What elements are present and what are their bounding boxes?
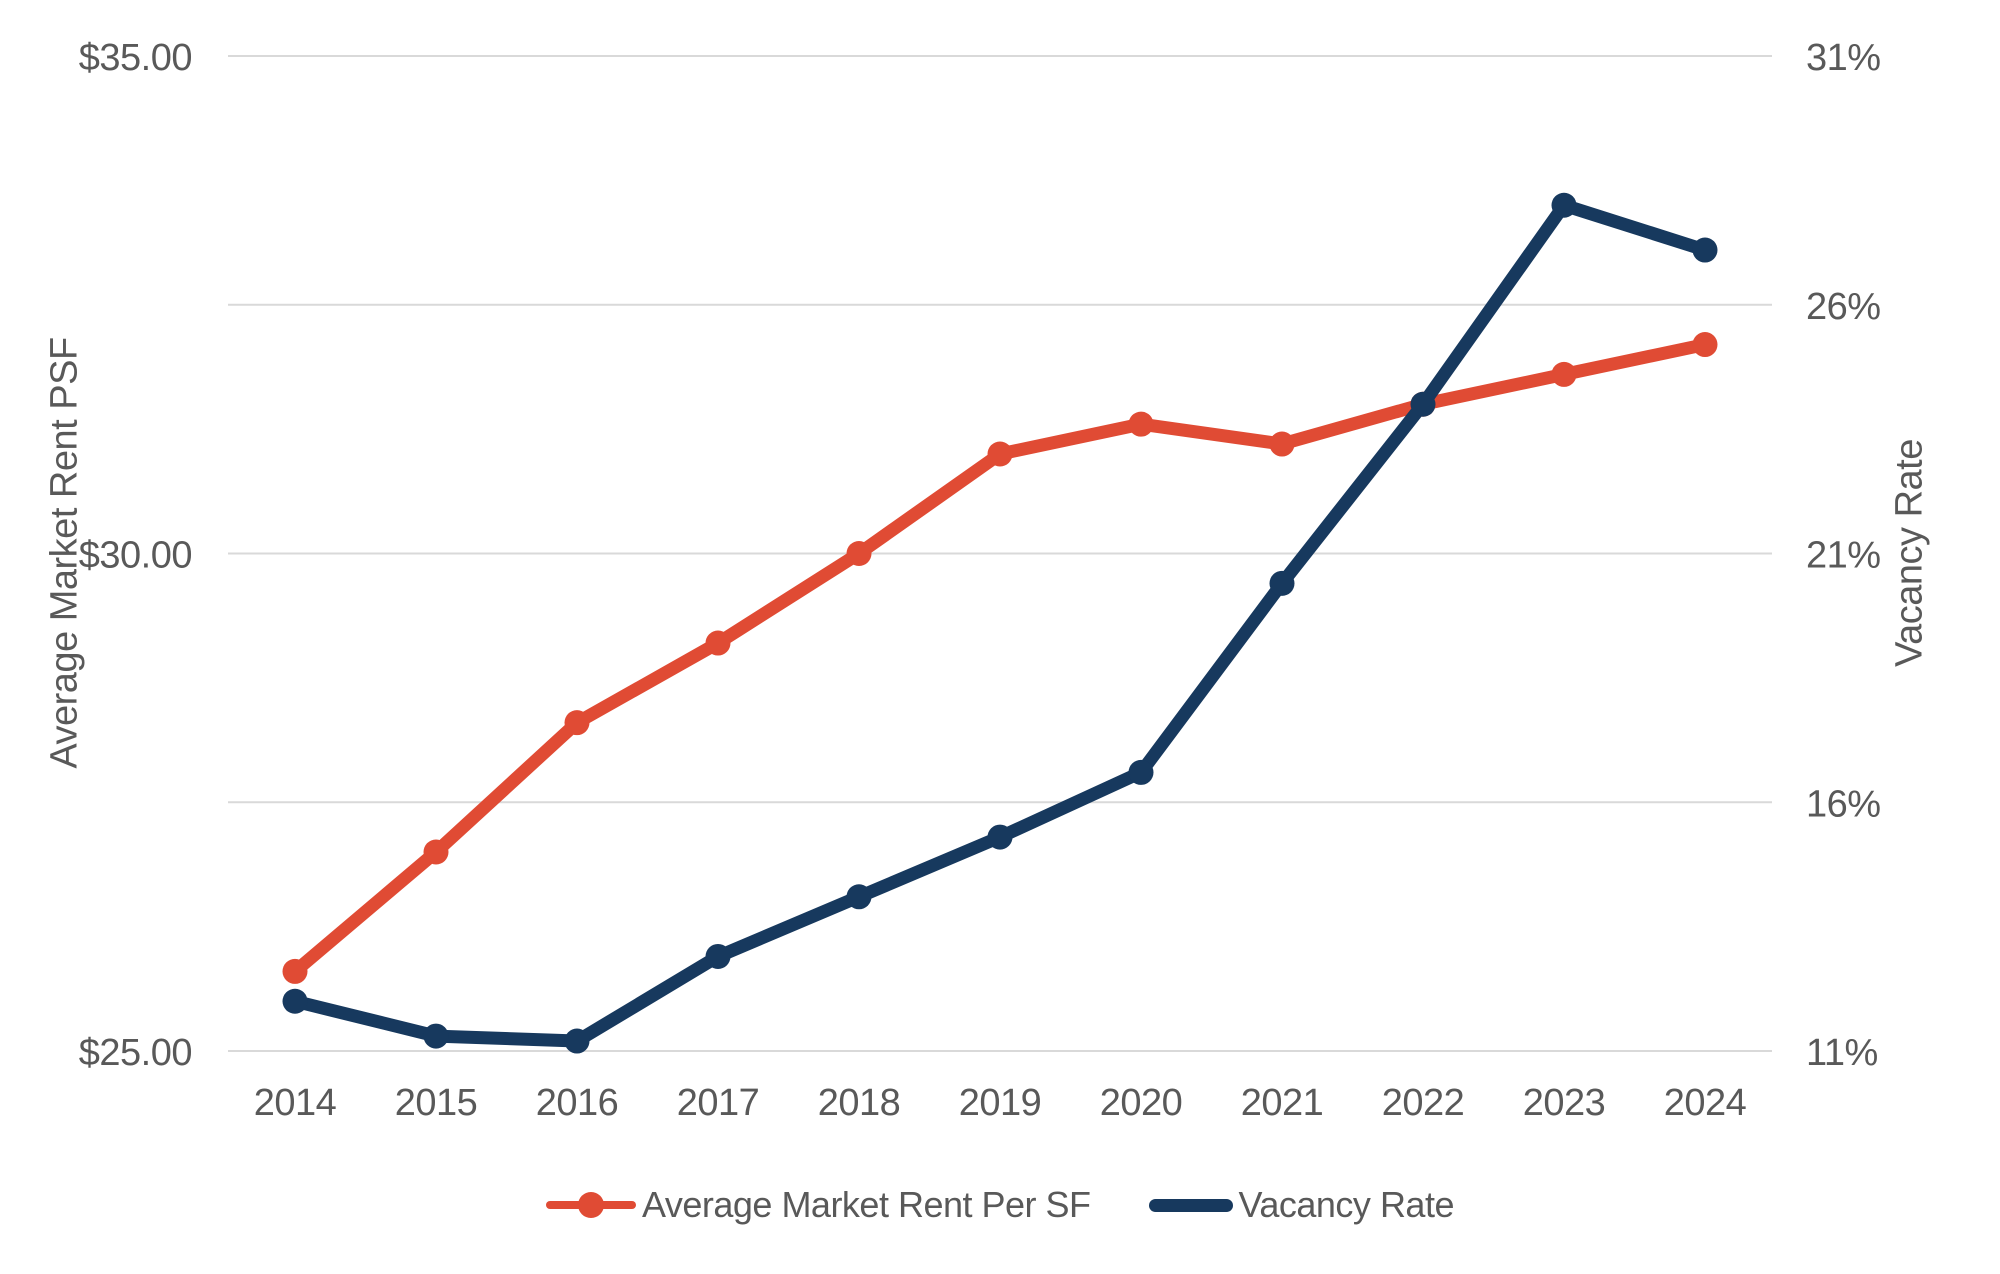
left-axis-tick-label: $35.00	[79, 37, 192, 79]
legend: Average Market Rent Per SF Vacancy Rate	[0, 1184, 2000, 1226]
rent-series-marker	[282, 958, 308, 984]
x-axis-tick-label: 2020	[1100, 1082, 1183, 1124]
right-axis-tick-label: 11%	[1806, 1032, 1878, 1074]
legend-label-rent: Average Market Rent Per SF	[642, 1184, 1091, 1225]
x-axis-tick-label: 2017	[677, 1082, 760, 1124]
legend-item-vacancy: Vacancy Rate	[1148, 1184, 1455, 1226]
x-axis-tick-label: 2024	[1664, 1082, 1747, 1124]
rent-series-legend-dot-icon	[578, 1192, 604, 1218]
rent-series-marker	[1269, 431, 1295, 457]
legend-item-rent: Average Market Rent Per SF	[546, 1184, 1091, 1226]
right-axis-tick-label: 21%	[1806, 535, 1881, 577]
rent-series-marker	[564, 710, 590, 736]
vacancy-series-marker	[1551, 192, 1577, 218]
x-axis-tick-label: 2016	[536, 1082, 619, 1124]
x-axis-tick-label: 2023	[1523, 1082, 1606, 1124]
left-axis-tick-label: $25.00	[79, 1032, 192, 1074]
vacancy-series-marker	[705, 943, 731, 969]
rent-series-marker	[423, 839, 449, 865]
right-axis-tick-label: 26%	[1806, 286, 1881, 328]
rent-series-marker	[846, 541, 872, 566]
vacancy-series-marker	[1410, 391, 1436, 417]
right-axis-tick-label: 16%	[1806, 783, 1881, 825]
left-axis-title: Average Market Rent PSF	[43, 337, 86, 769]
rent-series-legend-marker-icon	[546, 1192, 636, 1218]
vacancy-series-marker	[1128, 759, 1154, 785]
rent-series-marker	[705, 630, 731, 656]
legend-label-vacancy: Vacancy Rate	[1238, 1184, 1455, 1225]
x-axis-tick-label: 2018	[818, 1082, 901, 1124]
right-axis-title: Vacancy Rate	[1888, 439, 1931, 667]
x-axis-tick-label: 2022	[1382, 1082, 1465, 1124]
rent-series-line	[288, 338, 1712, 978]
x-axis-tick-label: 2019	[959, 1082, 1042, 1124]
vacancy-series-line	[288, 198, 1712, 1048]
right-axis-tick-label: 31%	[1806, 37, 1881, 79]
x-axis-tick-label: 2021	[1241, 1082, 1324, 1124]
vacancy-series-marker	[282, 988, 308, 1014]
vacancy-series-marker	[846, 884, 872, 910]
left-axis-tick-label: $30.00	[79, 535, 192, 577]
vacancy-series-marker	[987, 824, 1013, 850]
rent-series-marker	[987, 441, 1013, 467]
vacancy-series-marker	[564, 1028, 590, 1054]
rent-series-marker	[1551, 361, 1577, 387]
vacancy-series-legend-marker-icon	[1148, 1198, 1233, 1212]
rent-series-marker	[1128, 411, 1154, 437]
x-axis-tick-label: 2015	[395, 1082, 478, 1124]
rent-series-marker	[1692, 332, 1718, 358]
vacancy-series-marker	[423, 1023, 449, 1049]
vacancy-series-marker	[1269, 570, 1295, 596]
x-axis-tick-label: 2014	[254, 1082, 337, 1124]
vacancy-series-marker	[1692, 237, 1718, 263]
